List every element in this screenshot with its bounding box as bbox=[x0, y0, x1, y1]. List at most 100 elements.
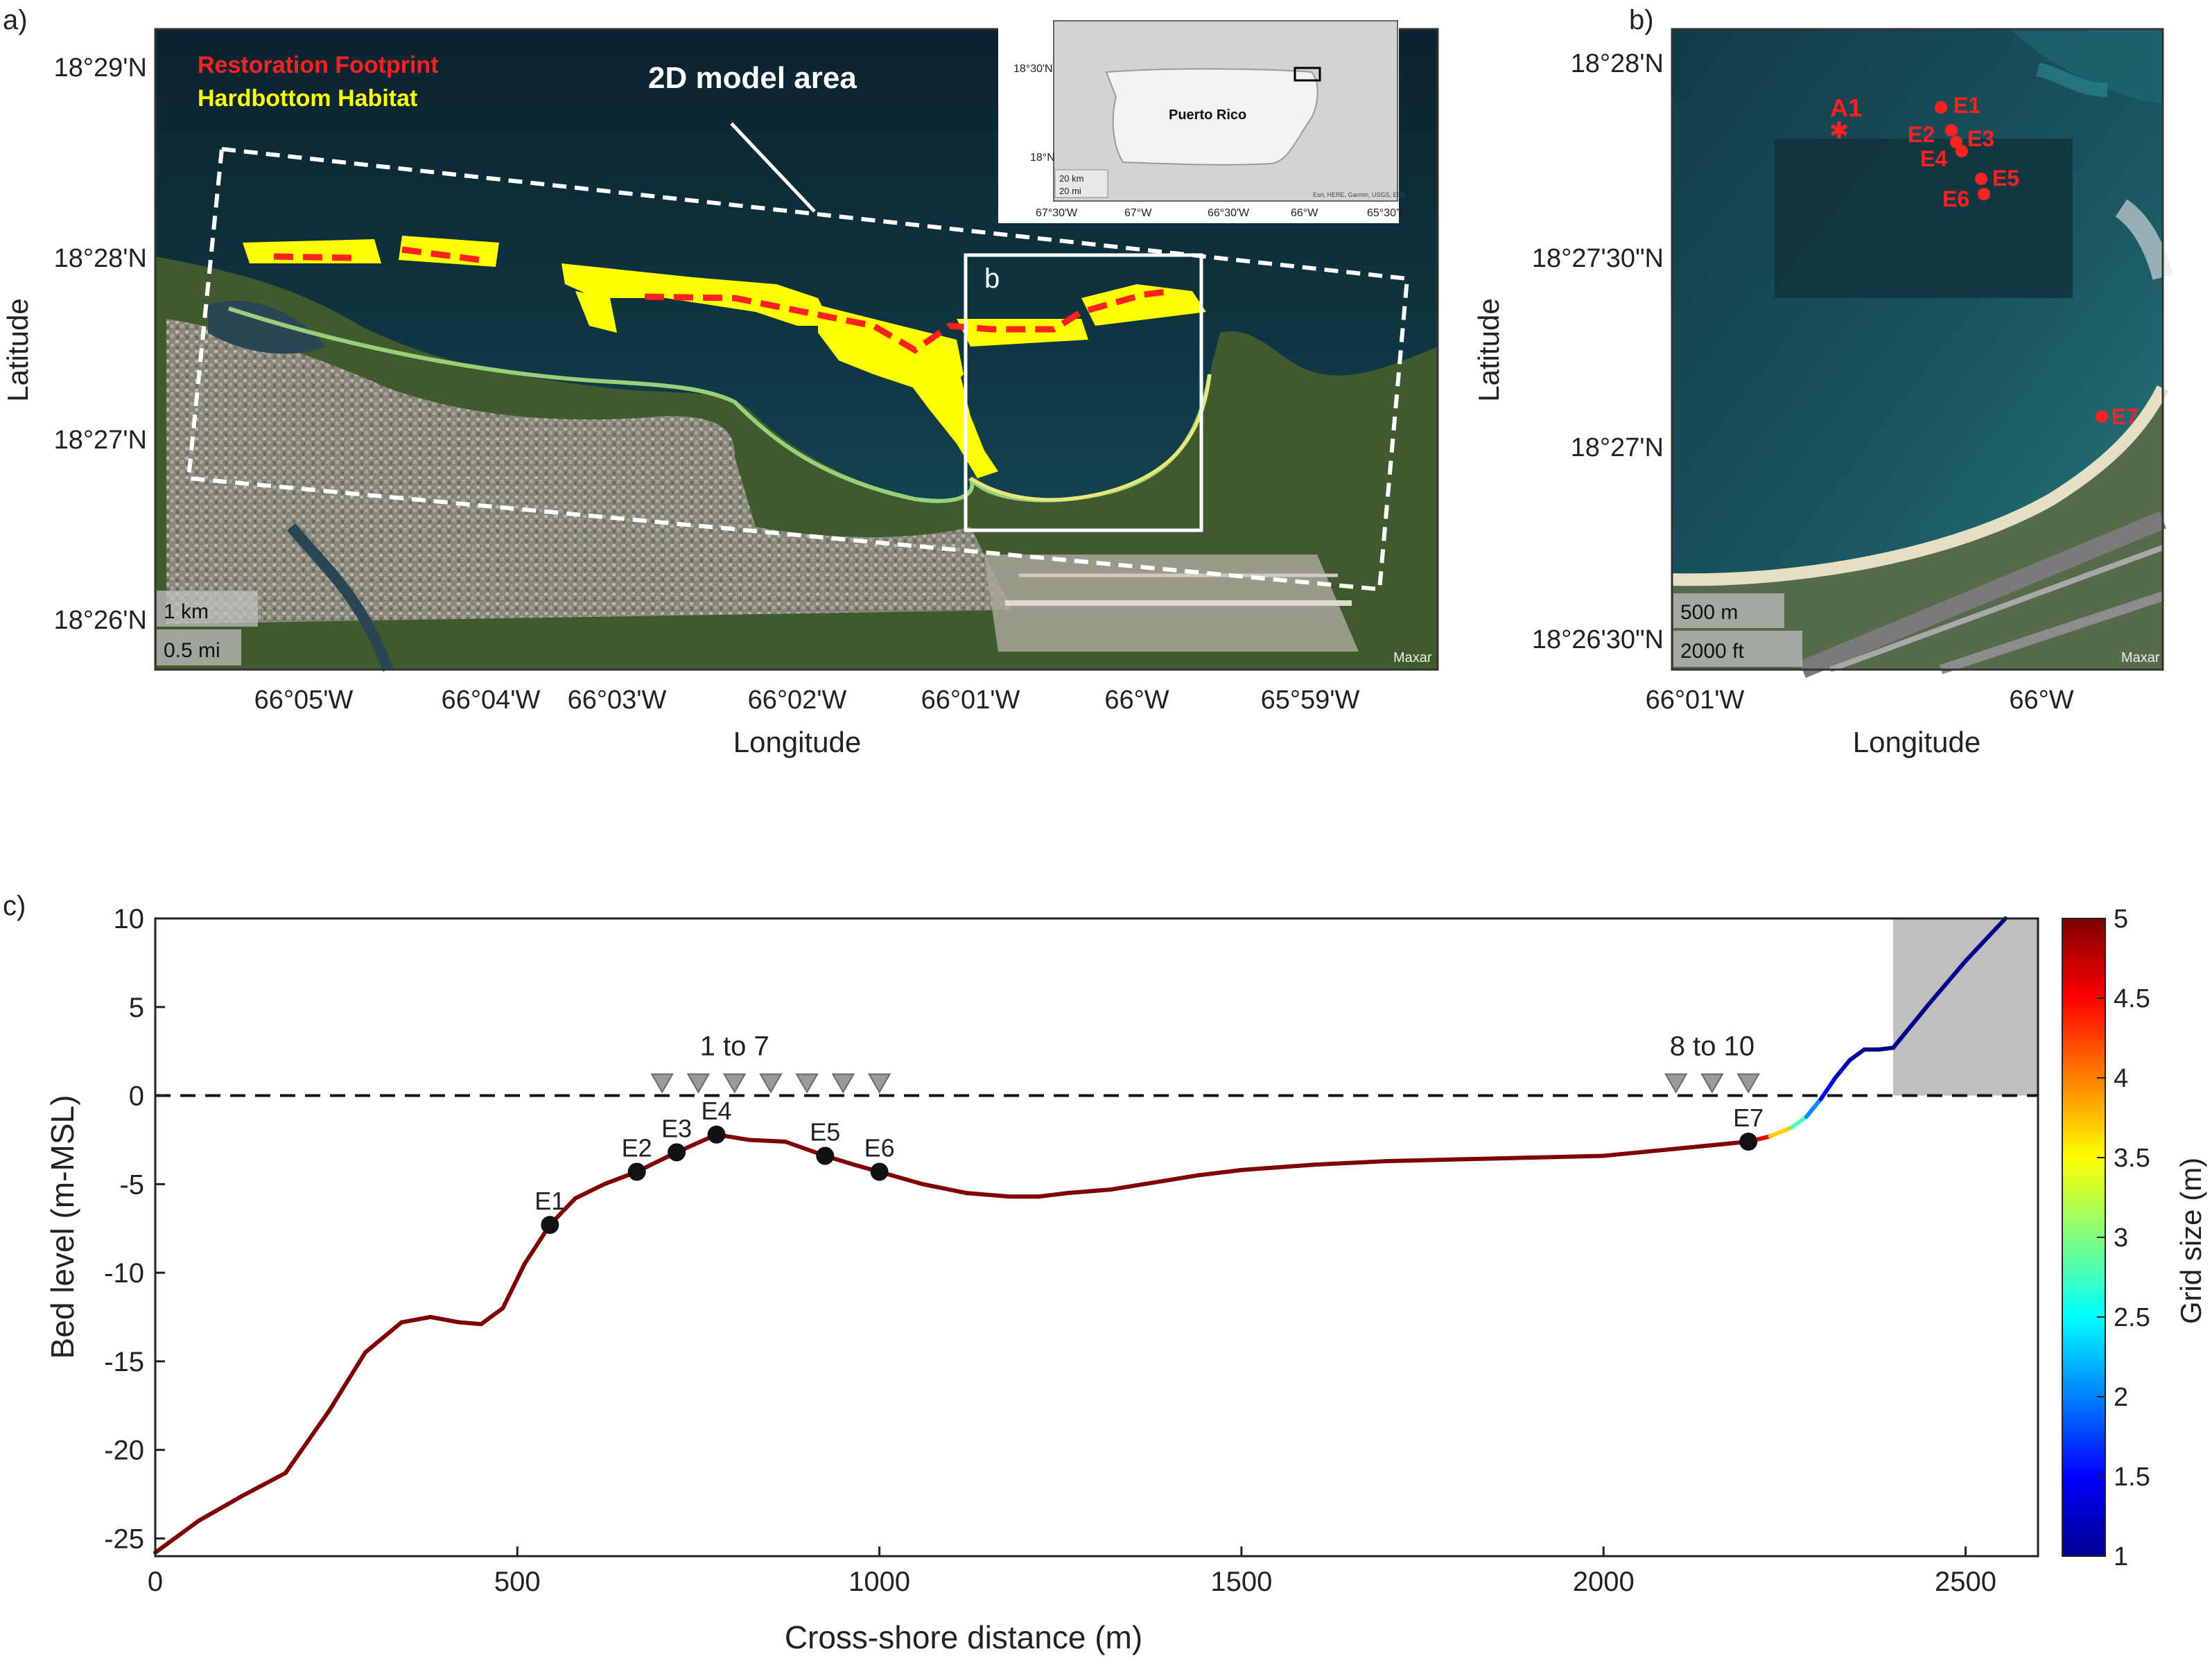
profile-segment bbox=[1804, 1097, 1823, 1119]
profile-segment bbox=[1239, 1162, 1316, 1172]
point-e3 bbox=[1950, 136, 1962, 148]
inset-study-box bbox=[1294, 67, 1321, 82]
a-ylabel: Latitude bbox=[1, 298, 34, 401]
colorbar-tick-label: 3 bbox=[2114, 1223, 2128, 1253]
gauge-marker bbox=[1736, 1073, 1760, 1094]
y-tick-label: -20 bbox=[104, 1436, 144, 1466]
panel-b-label: b) bbox=[1629, 5, 1654, 35]
svg-text:18°30'N: 18°30'N bbox=[1013, 63, 1053, 75]
colorbar-tick-label: 3.5 bbox=[2114, 1144, 2150, 1173]
profile-segment bbox=[1196, 1167, 1244, 1178]
svg-text:500 m: 500 m bbox=[1680, 601, 1738, 624]
axis-ticks: 0 500 1000 1500 2000 2500 10 5 0 -5 -10 -15 -20 -25 bbox=[104, 904, 1996, 1597]
profile-segment bbox=[1456, 1156, 1533, 1162]
colorbar-label: Grid size (m) bbox=[2175, 1158, 2207, 1324]
profile-segment bbox=[1927, 959, 1968, 1006]
panel-c-label: c) bbox=[3, 891, 26, 921]
point-e1-label: E1 bbox=[1953, 93, 1980, 118]
a-lat-tick-3: 18°27'N bbox=[54, 426, 147, 455]
c-xlabel: Cross-shore distance (m) bbox=[785, 1619, 1142, 1655]
b-ylabel: Latitude bbox=[1472, 298, 1505, 401]
x-tick-label: 2500 bbox=[1935, 1567, 1996, 1597]
profile-segment bbox=[1833, 1058, 1852, 1080]
gauge-group-label: 8 to 10 bbox=[1670, 1031, 1754, 1062]
panel-b-box bbox=[964, 253, 1203, 532]
profile-segment bbox=[1036, 1191, 1070, 1199]
colorbar-tick-label: 2 bbox=[2114, 1383, 2128, 1412]
scale-bar: 1 km 0.5 mi bbox=[157, 591, 258, 665]
colorbar-tick-label: 1.5 bbox=[2114, 1463, 2150, 1492]
panel-b-map: ✱ A1 E1 E2 E3 E4 E5 E6 E7 500 m 2000 ft … bbox=[1671, 29, 2173, 679]
y-tick-label: 0 bbox=[129, 1081, 144, 1112]
point-a1-marker: ✱ bbox=[1829, 118, 1849, 144]
map-credit: Maxar bbox=[1393, 650, 1432, 665]
a-lon-tick-6: 66°W bbox=[1104, 686, 1169, 715]
svg-text:18°N: 18°N bbox=[1030, 152, 1055, 164]
inset-place: Puerto Rico bbox=[1169, 107, 1246, 123]
x-tick-label: 0 bbox=[148, 1567, 163, 1597]
station-label: E5 bbox=[810, 1117, 840, 1146]
profile-segment bbox=[240, 1470, 288, 1499]
inset-map: Puerto Rico 18°30'N 18°N 67°30'W 67°W 66… bbox=[998, 20, 1409, 223]
x-tick-label: 1000 bbox=[848, 1567, 910, 1597]
b-lon-tick-2: 66°W bbox=[2009, 686, 2073, 715]
profile-segment bbox=[1891, 1001, 1932, 1050]
svg-text:65°30'W: 65°30'W bbox=[1367, 207, 1409, 219]
y-tick-label: 10 bbox=[114, 904, 145, 934]
point-e1 bbox=[1935, 101, 1947, 114]
a-lon-tick-4: 66°02'W bbox=[748, 686, 847, 715]
lagoon bbox=[208, 300, 326, 354]
svg-text:2000 ft: 2000 ft bbox=[1680, 640, 1744, 663]
model-area-pointer bbox=[730, 122, 816, 213]
station-label: E6 bbox=[864, 1133, 895, 1162]
b-lat-tick-3: 18°27'N bbox=[1571, 433, 1664, 462]
gauge-marker bbox=[795, 1073, 819, 1094]
profile-segment bbox=[326, 1350, 367, 1413]
svg-text:0.5 mi: 0.5 mi bbox=[164, 639, 220, 662]
station-label: E7 bbox=[1733, 1104, 1763, 1132]
profile-segment bbox=[1876, 1045, 1896, 1052]
station-e1 bbox=[541, 1216, 559, 1235]
c-ylabel: Bed level (m-MSL) bbox=[44, 1095, 80, 1359]
station-e2 bbox=[627, 1162, 646, 1181]
profile-segment bbox=[1601, 1147, 1678, 1158]
b-lon-tick-1: 66°01'W bbox=[1646, 686, 1745, 715]
point-e3-label: E3 bbox=[1967, 126, 1994, 151]
a-lon-tick-7: 65°59'W bbox=[1261, 686, 1360, 715]
colorbar-tick-label: 4.5 bbox=[2114, 984, 2150, 1013]
a-lon-tick-2: 66°04'W bbox=[442, 686, 541, 715]
profile-segment bbox=[1673, 1140, 1751, 1151]
legend-hardbottom: Hardbottom Habitat bbox=[198, 85, 417, 112]
profile-segment bbox=[479, 1306, 505, 1327]
profile-segment bbox=[573, 1182, 607, 1201]
profile-segment bbox=[1768, 1125, 1794, 1139]
a-lat-tick-2: 18°28'N bbox=[54, 244, 147, 273]
a-xlabel: Longitude bbox=[733, 726, 862, 758]
profile-segment bbox=[1065, 1187, 1113, 1196]
model-area-label: 2D model area bbox=[648, 61, 857, 95]
b-lat-tick-2: 18°27'30"N bbox=[1532, 244, 1664, 273]
profile-segment bbox=[964, 1191, 1012, 1199]
colorbar-tick-label: 4 bbox=[2114, 1064, 2128, 1093]
gauge-marker bbox=[650, 1073, 674, 1094]
colorbar: 5 4.5 4 3.5 3 2.5 2 1.5 1 Grid size (m) bbox=[2062, 905, 2207, 1571]
svg-text:20 mi: 20 mi bbox=[1059, 186, 1081, 196]
legend-restoration: Restoration Footprint bbox=[198, 52, 439, 78]
profile-segment bbox=[153, 1518, 201, 1555]
land-b bbox=[1672, 388, 2163, 670]
point-e2 bbox=[1945, 124, 1958, 137]
point-e2-label: E2 bbox=[1908, 122, 1935, 147]
profile-segment bbox=[1108, 1180, 1157, 1192]
scale-bar-b: 500 m 2000 ft bbox=[1673, 593, 1802, 667]
structure-region bbox=[1893, 918, 2038, 1096]
gauge-marker bbox=[686, 1073, 711, 1094]
station-e5 bbox=[816, 1147, 835, 1165]
map-credit-b: Maxar bbox=[2121, 650, 2160, 665]
station-e3 bbox=[668, 1143, 686, 1162]
point-e7-label: E7 bbox=[2111, 404, 2139, 429]
gauge-group-label: 1 to 7 bbox=[700, 1031, 769, 1062]
profile-segment bbox=[1818, 1076, 1838, 1101]
y-tick-label: -5 bbox=[119, 1169, 144, 1200]
b-lat-tick-1: 18°28'N bbox=[1571, 49, 1664, 78]
